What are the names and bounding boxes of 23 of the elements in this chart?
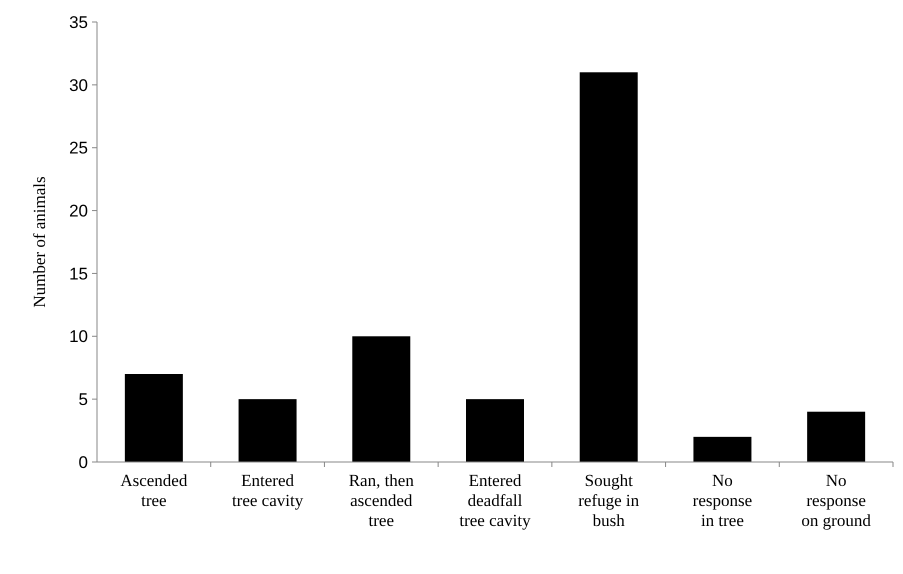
y-tick-label: 15 xyxy=(69,264,88,284)
x-tick-label: Entered tree cavity xyxy=(232,471,304,510)
bar xyxy=(238,399,297,462)
bar xyxy=(807,412,866,462)
bar xyxy=(352,336,410,462)
x-tick-label: Sought refuge in bush xyxy=(578,471,640,530)
bar xyxy=(693,436,752,462)
y-tick-label: 10 xyxy=(69,327,88,346)
x-tick-label: No response in tree xyxy=(692,471,752,530)
x-tick-label: Ascended tree xyxy=(120,471,188,510)
bar xyxy=(124,374,183,462)
y-axis-title: Number of animals xyxy=(30,176,49,308)
bar xyxy=(466,399,524,462)
y-tick-label: 20 xyxy=(69,202,88,221)
y-tick-label: 0 xyxy=(78,452,88,472)
x-tick-label: Ran, then ascended tree xyxy=(348,471,414,530)
y-tick-label: 5 xyxy=(78,390,88,410)
bar xyxy=(580,72,638,462)
x-tick-label: No response on ground xyxy=(801,471,872,530)
y-tick-label: 35 xyxy=(69,12,88,32)
x-tick-label: Entered deadfall tree cavity xyxy=(459,471,532,530)
y-tick-label: 25 xyxy=(69,138,88,158)
y-tick-label: 30 xyxy=(69,76,88,95)
